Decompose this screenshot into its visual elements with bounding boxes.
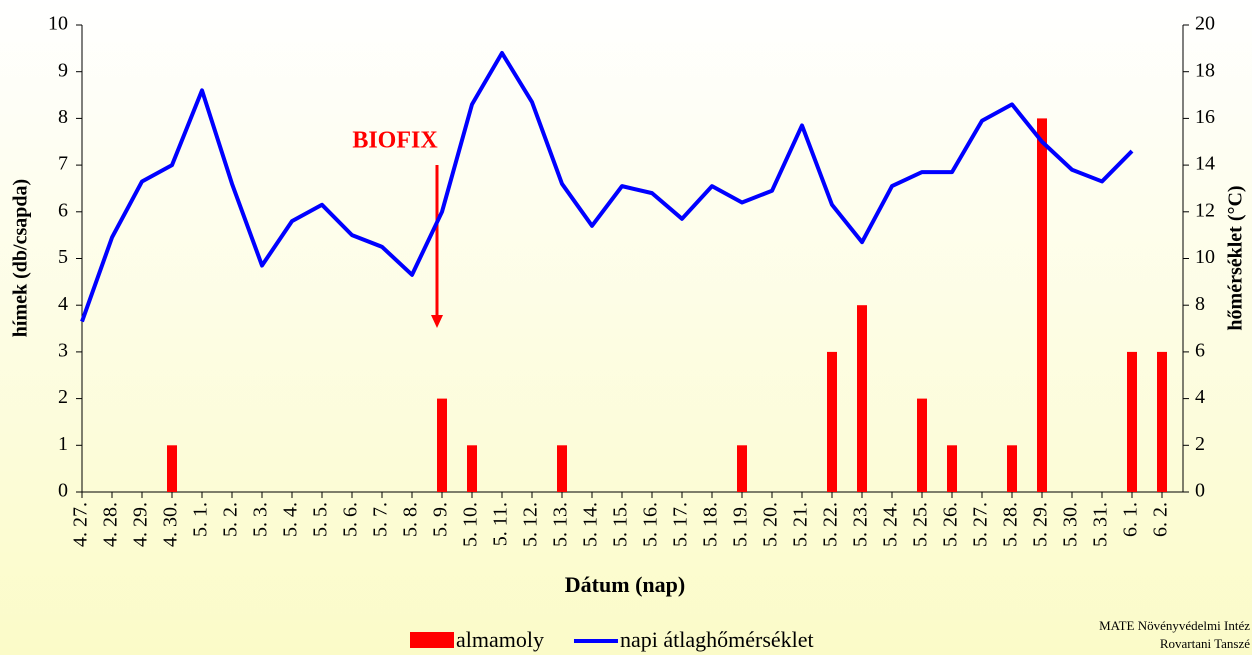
x-tick-label: 5. 12. (520, 502, 542, 547)
source: Rovartani Tanszé (1160, 636, 1250, 651)
y-tick-label: 5 (58, 246, 68, 268)
x-tick-label: 5. 2. (220, 502, 242, 537)
line (80, 51, 1134, 323)
y2-tick-label: 2 (1195, 433, 1205, 455)
bar (1007, 445, 1017, 492)
x-tick-label: 5. 30. (1060, 502, 1082, 547)
legend-swatch (410, 632, 454, 648)
y2-tick-label: 4 (1195, 386, 1205, 408)
bar (1037, 118, 1047, 493)
x-tick-label: 5. 6. (340, 502, 362, 537)
y2-tick-label: 20 (1195, 13, 1215, 35)
x-tick-label: 6. 1. (1120, 502, 1142, 537)
y-tick-label: 2 (58, 386, 68, 408)
y2-tick-label: 10 (1195, 246, 1215, 268)
source: MATE Növényvédelmi Intéz (1099, 618, 1250, 633)
y-tick-label: 8 (58, 106, 68, 128)
annotation-arrowhead (431, 315, 443, 328)
y-tick-label: 9 (58, 59, 68, 81)
bar (827, 351, 837, 492)
y2-tick-label: 14 (1195, 153, 1215, 175)
bar (437, 398, 447, 492)
annotation: BIOFIX (352, 128, 438, 154)
x-tick-label: 4. 27. (70, 502, 92, 547)
x-axis-label: Dátum (nap) (565, 572, 685, 597)
x-tick-label: 5. 20. (760, 502, 782, 547)
bar (857, 305, 867, 492)
x-tick-label: 5. 14. (580, 502, 602, 547)
x-tick-label: 5. 8. (400, 502, 422, 537)
y2-tick-label: 0 (1195, 480, 1205, 502)
x-tick-label: 5. 15. (610, 502, 632, 547)
x-tick-label: 5. 29. (1030, 502, 1052, 547)
y-axis-label: hímek (db/csapda) (10, 179, 32, 337)
y-tick-label: 10 (48, 13, 68, 35)
legend-label: almamoly (456, 627, 544, 652)
x-tick-label: 5. 4. (280, 502, 302, 537)
x-tick-label: 5. 31. (1090, 502, 1112, 547)
x-tick-label: 4. 29. (130, 502, 152, 547)
bar (917, 398, 927, 492)
x-tick-label: 5. 3. (250, 502, 272, 537)
x-tick-label: 5. 19. (730, 502, 752, 547)
y-tick-label: 1 (58, 433, 68, 455)
y2-tick-label: 6 (1195, 339, 1205, 361)
y-tick-label: 0 (58, 480, 68, 502)
x-tick-label: 5. 9. (430, 502, 452, 537)
bar (1127, 351, 1137, 492)
bar (737, 445, 747, 492)
x-tick-label: 4. 28. (100, 502, 122, 547)
x-tick-label: 5. 24. (880, 502, 902, 547)
y-tick-label: 4 (58, 293, 68, 315)
y-tick-label: 3 (58, 339, 68, 361)
x-tick-label: 5. 7. (370, 502, 392, 537)
x-tick-label: 4. 30. (160, 502, 182, 547)
x-tick-label: 5. 28. (1000, 502, 1022, 547)
x-tick-label: 5. 17. (670, 502, 692, 547)
y2-axis-label: hőmérséklet (°C) (1225, 185, 1247, 330)
x-tick-label: 5. 11. (490, 502, 512, 546)
y2-tick-label: 8 (1195, 293, 1205, 315)
x-tick-label: 5. 13. (550, 502, 572, 547)
x-tick-label: 5. 18. (700, 502, 722, 547)
bar (557, 445, 567, 492)
x-tick-label: 5. 22. (820, 502, 842, 547)
x-tick-label: 5. 5. (310, 502, 332, 537)
y2-tick-label: 18 (1195, 59, 1215, 81)
x-tick-label: 5. 26. (940, 502, 962, 547)
legend-label: napi átlaghőmérséklet (620, 627, 814, 652)
bar (947, 445, 957, 492)
x-tick-label: 5. 1. (190, 502, 212, 537)
x-tick-label: 5. 10. (460, 502, 482, 547)
bar (1157, 351, 1167, 492)
x-tick-label: 5. 23. (850, 502, 872, 547)
y2-tick-label: 12 (1195, 199, 1215, 221)
x-tick-label: 5. 25. (910, 502, 932, 547)
y-tick-label: 6 (58, 199, 68, 221)
x-tick-label: 5. 27. (970, 502, 992, 547)
x-tick-label: 5. 16. (640, 502, 662, 547)
y-tick-label: 7 (58, 153, 68, 175)
y2-tick-label: 16 (1195, 106, 1215, 128)
x-tick-label: 6. 2. (1150, 502, 1172, 537)
x-tick-label: 5. 21. (790, 502, 812, 547)
bar (467, 445, 477, 492)
bar (167, 445, 177, 492)
